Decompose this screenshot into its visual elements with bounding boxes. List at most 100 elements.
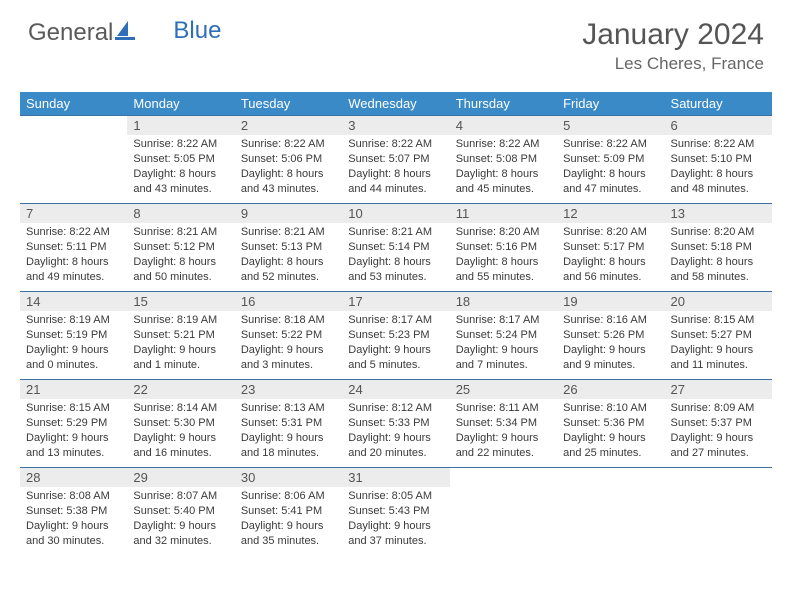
day-header-sunday: Sunday <box>20 92 127 116</box>
day-cell: 24Sunrise: 8:12 AMSunset: 5:33 PMDayligh… <box>342 380 449 468</box>
day-text: Sunrise: 8:15 AMSunset: 5:29 PMDaylight:… <box>20 399 127 464</box>
day-cell <box>557 468 664 556</box>
day-text: Sunrise: 8:16 AMSunset: 5:26 PMDaylight:… <box>557 311 664 376</box>
day-cell: 17Sunrise: 8:17 AMSunset: 5:23 PMDayligh… <box>342 292 449 380</box>
day-number: 24 <box>342 380 449 399</box>
day-number: 15 <box>127 292 234 311</box>
day-cell: 20Sunrise: 8:15 AMSunset: 5:27 PMDayligh… <box>665 292 772 380</box>
day-cell: 25Sunrise: 8:11 AMSunset: 5:34 PMDayligh… <box>450 380 557 468</box>
day-number: 7 <box>20 204 127 223</box>
day-number: 26 <box>557 380 664 399</box>
day-text: Sunrise: 8:21 AMSunset: 5:12 PMDaylight:… <box>127 223 234 288</box>
day-cell: 8Sunrise: 8:21 AMSunset: 5:12 PMDaylight… <box>127 204 234 292</box>
title-block: January 2024 Les Cheres, France <box>582 18 764 74</box>
day-cell: 18Sunrise: 8:17 AMSunset: 5:24 PMDayligh… <box>450 292 557 380</box>
header: General Blue January 2024 Les Cheres, Fr… <box>0 0 792 84</box>
day-header-saturday: Saturday <box>665 92 772 116</box>
day-cell: 16Sunrise: 8:18 AMSunset: 5:22 PMDayligh… <box>235 292 342 380</box>
day-number: 30 <box>235 468 342 487</box>
day-cell <box>450 468 557 556</box>
day-header-tuesday: Tuesday <box>235 92 342 116</box>
day-number: 29 <box>127 468 234 487</box>
day-text: Sunrise: 8:19 AMSunset: 5:21 PMDaylight:… <box>127 311 234 376</box>
logo-first: General <box>28 19 113 47</box>
day-number: 13 <box>665 204 772 223</box>
day-cell: 4Sunrise: 8:22 AMSunset: 5:08 PMDaylight… <box>450 116 557 204</box>
day-header-row: SundayMondayTuesdayWednesdayThursdayFrid… <box>20 92 772 116</box>
day-number: 5 <box>557 116 664 135</box>
day-number: 19 <box>557 292 664 311</box>
day-text: Sunrise: 8:22 AMSunset: 5:08 PMDaylight:… <box>450 135 557 200</box>
day-cell: 27Sunrise: 8:09 AMSunset: 5:37 PMDayligh… <box>665 380 772 468</box>
day-cell: 1Sunrise: 8:22 AMSunset: 5:05 PMDaylight… <box>127 116 234 204</box>
day-text: Sunrise: 8:13 AMSunset: 5:31 PMDaylight:… <box>235 399 342 464</box>
day-text: Sunrise: 8:17 AMSunset: 5:23 PMDaylight:… <box>342 311 449 376</box>
day-cell: 6Sunrise: 8:22 AMSunset: 5:10 PMDaylight… <box>665 116 772 204</box>
day-cell: 13Sunrise: 8:20 AMSunset: 5:18 PMDayligh… <box>665 204 772 292</box>
day-header-monday: Monday <box>127 92 234 116</box>
day-text: Sunrise: 8:21 AMSunset: 5:14 PMDaylight:… <box>342 223 449 288</box>
day-text: Sunrise: 8:22 AMSunset: 5:05 PMDaylight:… <box>127 135 234 200</box>
day-number: 20 <box>665 292 772 311</box>
day-cell: 3Sunrise: 8:22 AMSunset: 5:07 PMDaylight… <box>342 116 449 204</box>
day-cell: 15Sunrise: 8:19 AMSunset: 5:21 PMDayligh… <box>127 292 234 380</box>
day-cell: 28Sunrise: 8:08 AMSunset: 5:38 PMDayligh… <box>20 468 127 556</box>
day-number: 12 <box>557 204 664 223</box>
week-row: 28Sunrise: 8:08 AMSunset: 5:38 PMDayligh… <box>20 468 772 556</box>
day-text: Sunrise: 8:08 AMSunset: 5:38 PMDaylight:… <box>20 487 127 552</box>
day-cell: 22Sunrise: 8:14 AMSunset: 5:30 PMDayligh… <box>127 380 234 468</box>
day-number: 28 <box>20 468 127 487</box>
day-text: Sunrise: 8:15 AMSunset: 5:27 PMDaylight:… <box>665 311 772 376</box>
day-text: Sunrise: 8:05 AMSunset: 5:43 PMDaylight:… <box>342 487 449 552</box>
day-text: Sunrise: 8:12 AMSunset: 5:33 PMDaylight:… <box>342 399 449 464</box>
day-header-friday: Friday <box>557 92 664 116</box>
day-cell: 30Sunrise: 8:06 AMSunset: 5:41 PMDayligh… <box>235 468 342 556</box>
day-cell <box>665 468 772 556</box>
day-number: 1 <box>127 116 234 135</box>
day-number: 25 <box>450 380 557 399</box>
day-text: Sunrise: 8:14 AMSunset: 5:30 PMDaylight:… <box>127 399 234 464</box>
month-title: January 2024 <box>582 18 764 52</box>
day-number: 14 <box>20 292 127 311</box>
day-number: 4 <box>450 116 557 135</box>
day-text: Sunrise: 8:07 AMSunset: 5:40 PMDaylight:… <box>127 487 234 552</box>
day-number: 8 <box>127 204 234 223</box>
logo: General Blue <box>28 18 221 47</box>
day-cell: 29Sunrise: 8:07 AMSunset: 5:40 PMDayligh… <box>127 468 234 556</box>
day-number: 16 <box>235 292 342 311</box>
day-text: Sunrise: 8:20 AMSunset: 5:16 PMDaylight:… <box>450 223 557 288</box>
day-number: 18 <box>450 292 557 311</box>
day-text: Sunrise: 8:11 AMSunset: 5:34 PMDaylight:… <box>450 399 557 464</box>
day-number: 11 <box>450 204 557 223</box>
week-row: 1Sunrise: 8:22 AMSunset: 5:05 PMDaylight… <box>20 116 772 204</box>
day-number: 27 <box>665 380 772 399</box>
day-text: Sunrise: 8:20 AMSunset: 5:18 PMDaylight:… <box>665 223 772 288</box>
day-number: 10 <box>342 204 449 223</box>
day-text: Sunrise: 8:22 AMSunset: 5:07 PMDaylight:… <box>342 135 449 200</box>
week-row: 21Sunrise: 8:15 AMSunset: 5:29 PMDayligh… <box>20 380 772 468</box>
day-number: 9 <box>235 204 342 223</box>
day-text: Sunrise: 8:22 AMSunset: 5:11 PMDaylight:… <box>20 223 127 288</box>
day-cell: 11Sunrise: 8:20 AMSunset: 5:16 PMDayligh… <box>450 204 557 292</box>
location: Les Cheres, France <box>582 54 764 74</box>
logo-second: Blue <box>173 17 221 45</box>
day-cell <box>20 116 127 204</box>
day-cell: 10Sunrise: 8:21 AMSunset: 5:14 PMDayligh… <box>342 204 449 292</box>
day-number: 21 <box>20 380 127 399</box>
day-cell: 14Sunrise: 8:19 AMSunset: 5:19 PMDayligh… <box>20 292 127 380</box>
day-cell: 12Sunrise: 8:20 AMSunset: 5:17 PMDayligh… <box>557 204 664 292</box>
day-cell: 19Sunrise: 8:16 AMSunset: 5:26 PMDayligh… <box>557 292 664 380</box>
day-text: Sunrise: 8:17 AMSunset: 5:24 PMDaylight:… <box>450 311 557 376</box>
day-number: 3 <box>342 116 449 135</box>
day-cell: 23Sunrise: 8:13 AMSunset: 5:31 PMDayligh… <box>235 380 342 468</box>
day-header-thursday: Thursday <box>450 92 557 116</box>
day-text: Sunrise: 8:06 AMSunset: 5:41 PMDaylight:… <box>235 487 342 552</box>
week-row: 14Sunrise: 8:19 AMSunset: 5:19 PMDayligh… <box>20 292 772 380</box>
day-text: Sunrise: 8:22 AMSunset: 5:10 PMDaylight:… <box>665 135 772 200</box>
day-cell: 2Sunrise: 8:22 AMSunset: 5:06 PMDaylight… <box>235 116 342 204</box>
calendar-table: SundayMondayTuesdayWednesdayThursdayFrid… <box>20 92 772 556</box>
day-text: Sunrise: 8:10 AMSunset: 5:36 PMDaylight:… <box>557 399 664 464</box>
day-text: Sunrise: 8:22 AMSunset: 5:06 PMDaylight:… <box>235 135 342 200</box>
day-number: 2 <box>235 116 342 135</box>
day-text: Sunrise: 8:09 AMSunset: 5:37 PMDaylight:… <box>665 399 772 464</box>
